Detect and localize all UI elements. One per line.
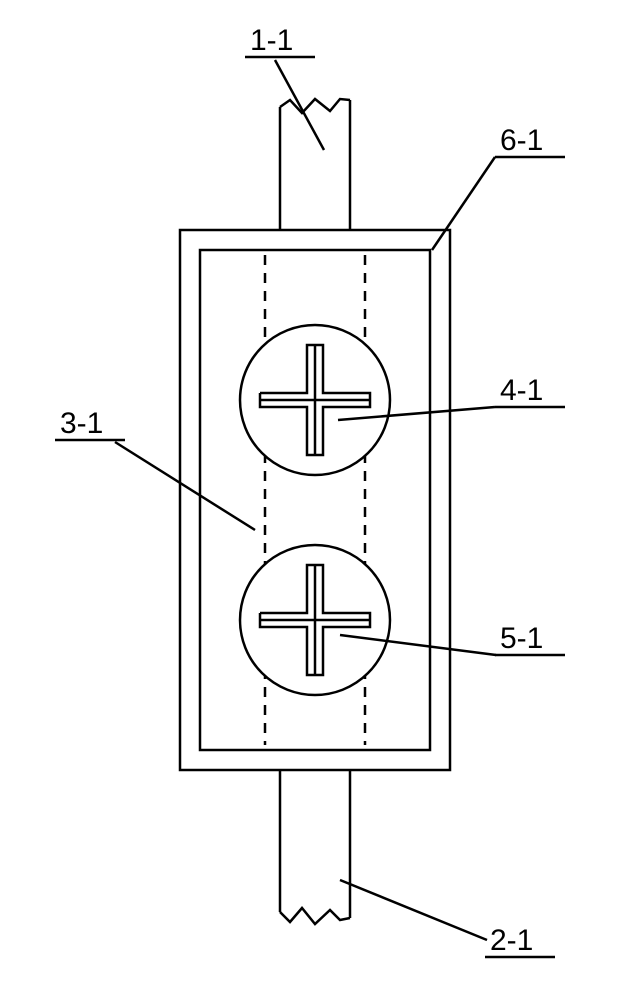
leader-lines — [115, 60, 496, 940]
label-5-1: 5-1 — [500, 622, 543, 655]
label-2-1: 2-1 — [490, 924, 533, 957]
label-3-1: 3-1 — [60, 407, 103, 440]
bottom-wire — [280, 770, 350, 924]
label-1-1: 1-1 — [250, 24, 293, 57]
screw-1 — [240, 325, 390, 475]
screw-2 — [240, 545, 390, 695]
label-6-1: 6-1 — [500, 124, 543, 157]
labels: 1-1 6-1 3-1 4-1 5-1 2-1 — [55, 24, 565, 957]
label-4-1: 4-1 — [500, 374, 543, 407]
diagram-svg: 1-1 6-1 3-1 4-1 5-1 2-1 — [0, 0, 629, 1000]
top-wire — [280, 99, 350, 230]
